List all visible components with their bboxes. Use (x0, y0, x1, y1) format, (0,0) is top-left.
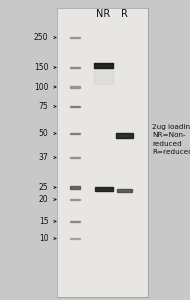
Text: R: R (121, 9, 128, 19)
Text: 2ug loading
NR=Non-
reduced
R=reduced: 2ug loading NR=Non- reduced R=reduced (152, 124, 190, 155)
Text: 150: 150 (34, 63, 48, 72)
Bar (94, 63, 113, 68)
Text: NR: NR (97, 9, 111, 19)
Bar (95, 187, 112, 191)
Bar (70, 106, 80, 107)
Bar (70, 220, 80, 222)
Bar (70, 186, 80, 188)
Bar (70, 199, 80, 200)
Text: 20: 20 (39, 195, 48, 204)
Text: 15: 15 (39, 217, 48, 226)
Bar (116, 134, 133, 138)
Bar (117, 189, 132, 192)
Bar (70, 67, 80, 68)
Text: 250: 250 (34, 33, 48, 42)
Bar (70, 157, 80, 158)
Bar (70, 86, 80, 88)
Text: 25: 25 (39, 183, 48, 192)
Bar (70, 133, 80, 134)
Bar (94, 68, 113, 84)
Text: 10: 10 (39, 234, 48, 243)
Bar (70, 238, 80, 239)
Text: 100: 100 (34, 82, 48, 91)
Text: 50: 50 (39, 129, 48, 138)
Bar (57, 8, 148, 297)
Bar (70, 37, 80, 38)
Text: 37: 37 (39, 153, 48, 162)
Bar (57, 8, 148, 297)
Text: 75: 75 (39, 102, 48, 111)
